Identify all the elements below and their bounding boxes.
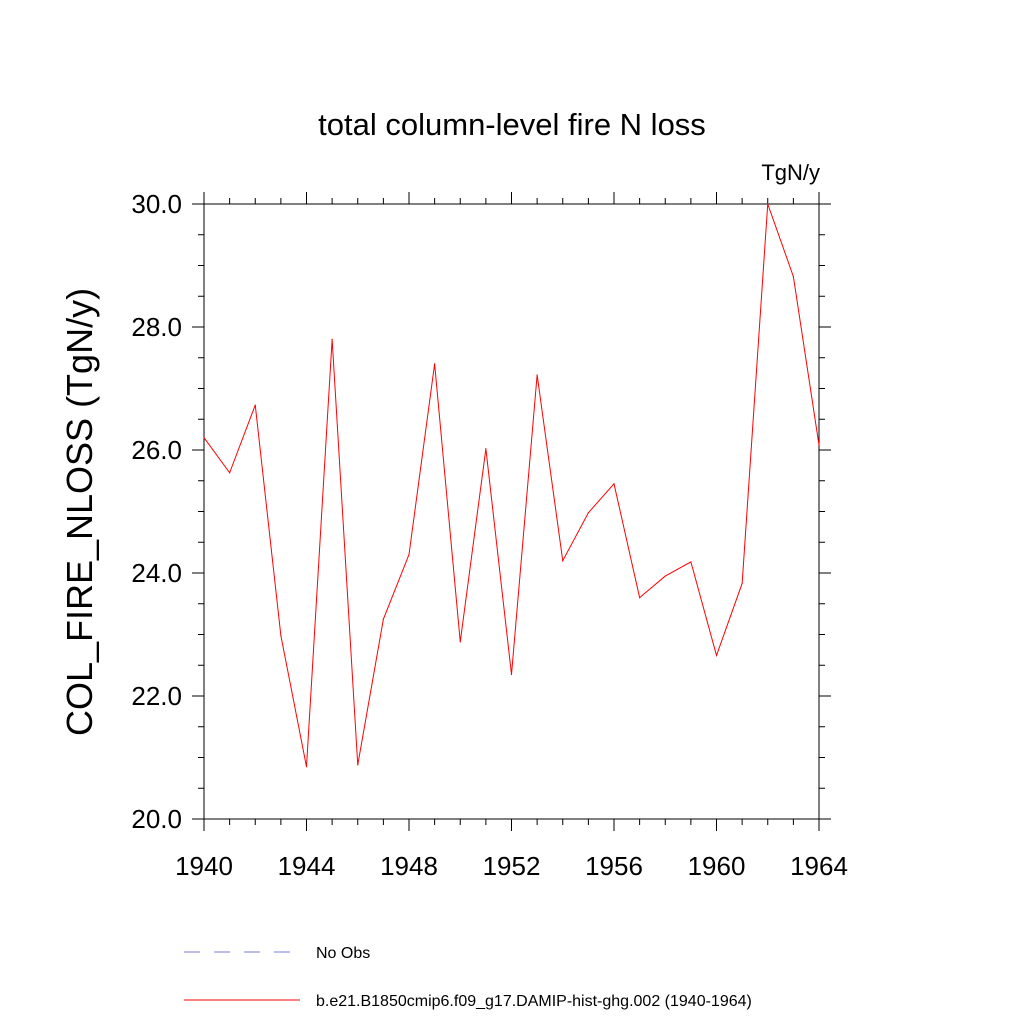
- y-tick-label: 24.0: [131, 558, 182, 588]
- data-point: [562, 560, 564, 562]
- axis-ticks: [192, 192, 831, 831]
- x-tick-label: 1964: [790, 851, 848, 881]
- plot-frame: [203, 203, 820, 820]
- data-point: [254, 404, 256, 406]
- x-tick-label: 1944: [278, 851, 336, 881]
- data-point: [434, 363, 436, 365]
- x-tick-labels: 1940 1944 1948 1952 1956 1960 1964: [175, 851, 848, 881]
- legend: No Obs b.e21.B1850cmip6.f09_g17.DAMIP-his…: [184, 945, 752, 1010]
- data-point: [767, 203, 769, 205]
- legend-label: b.e21.B1850cmip6.f09_g17.DAMIP-hist-ghg.…: [316, 993, 752, 1010]
- data-point: [536, 374, 538, 376]
- y-tick-labels: 20.0 22.0 24.0 26.0 28.0 30.0: [131, 189, 182, 834]
- y-tick-label: 22.0: [131, 681, 182, 711]
- chart-title: total column-level fire N loss: [318, 107, 706, 142]
- x-tick-label: 1952: [483, 851, 541, 881]
- data-point: [357, 764, 359, 766]
- series-group: [203, 203, 820, 768]
- series-line: [203, 203, 820, 767]
- x-tick-label: 1960: [688, 851, 746, 881]
- y-axis-label: COL_FIRE_NLOSS (TgN/y): [59, 288, 100, 736]
- data-point: [382, 618, 384, 620]
- y-tick-label: 26.0: [131, 435, 182, 465]
- x-tick-label: 1940: [175, 851, 233, 881]
- x-tick-label: 1956: [585, 851, 643, 881]
- data-point: [510, 673, 513, 676]
- data-point: [305, 766, 308, 768]
- data-point: [690, 561, 692, 563]
- data-point: [485, 448, 487, 450]
- data-point: [280, 635, 282, 637]
- data-point: [715, 654, 718, 657]
- units-label: TgN/y: [761, 160, 820, 185]
- data-point: [331, 338, 333, 340]
- data-point: [229, 472, 231, 474]
- data-point: [613, 483, 615, 485]
- data-point: [792, 275, 794, 278]
- legend-label: No Obs: [316, 945, 370, 962]
- x-tick-label: 1948: [380, 851, 438, 881]
- data-point: [664, 575, 666, 577]
- y-tick-label: 30.0: [131, 189, 182, 219]
- y-tick-label: 20.0: [131, 804, 182, 834]
- data-point: [639, 597, 641, 599]
- data-point: [203, 437, 205, 439]
- data-point: [741, 582, 743, 585]
- data-point: [587, 512, 589, 514]
- data-point: [818, 444, 820, 446]
- y-tick-label: 28.0: [131, 312, 182, 342]
- data-point: [408, 553, 410, 556]
- data-point: [459, 641, 461, 643]
